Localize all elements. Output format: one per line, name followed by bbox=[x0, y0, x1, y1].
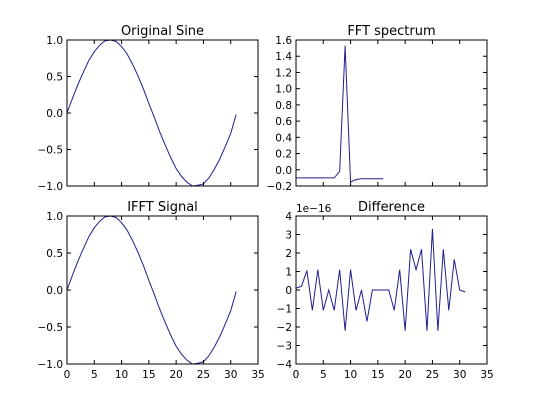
subplot-fft-spectrum: FFT spectrum 1.6 1.4 1.2 1.0 0.8 0.6 0.4 0.2 0.0… bbox=[267, 24, 488, 193]
subplot-ifft-signal: IFFT Signal 0 5 10 15 20 25 30 35 1.0 0.5 0.0 −0.5 −… bbox=[38, 200, 265, 381]
y-tick-label: 1.0 bbox=[46, 211, 63, 223]
x-tick-label: 10 bbox=[344, 369, 357, 381]
axis-offset-label: 1e−16 bbox=[296, 203, 332, 215]
axes-frame bbox=[295, 39, 488, 187]
y-tick-label: −2 bbox=[277, 322, 292, 334]
x-tick-label: 30 bbox=[453, 369, 466, 381]
x-tick-label: 25 bbox=[197, 369, 210, 381]
y-tick-label: 0.5 bbox=[46, 72, 63, 84]
y-tick-label: 0.4 bbox=[275, 132, 292, 144]
chart-title: FFT spectrum bbox=[347, 24, 435, 39]
chart-title: Original Sine bbox=[121, 24, 204, 39]
y-tick-label: −3 bbox=[277, 341, 292, 353]
y-tick-label: −0.2 bbox=[267, 181, 293, 193]
x-tick-label: 35 bbox=[251, 369, 264, 381]
x-tick-label: 20 bbox=[398, 369, 411, 381]
y-tick-label: 0.5 bbox=[46, 248, 63, 260]
y-tick-label: −0.5 bbox=[38, 145, 64, 157]
y-tick-label: 1.6 bbox=[275, 35, 292, 47]
y-tick-label: 1 bbox=[285, 267, 292, 279]
x-tick-label: 20 bbox=[169, 369, 182, 381]
y-tick-label: 0.2 bbox=[275, 149, 292, 161]
y-tick-label: 1.0 bbox=[275, 84, 292, 96]
y-tick-label: 4 bbox=[285, 211, 292, 223]
y-tick-label: −4 bbox=[277, 359, 293, 371]
subplot-original-sine: Original Sine 1.0 0.5 0.0 −0.5 −1.0 bbox=[38, 24, 259, 193]
y-tick-label: 0.6 bbox=[275, 116, 292, 128]
y-tick-label: −1 bbox=[277, 304, 292, 316]
y-tick-label: 1.0 bbox=[46, 35, 63, 47]
series-line bbox=[296, 45, 384, 183]
x-tick-label: 0 bbox=[293, 369, 300, 381]
y-tick-label: 0.8 bbox=[275, 100, 292, 112]
axes-frame bbox=[295, 215, 488, 365]
axes-frame bbox=[66, 215, 259, 365]
x-tick-label: 30 bbox=[224, 369, 237, 381]
x-tick-label: 10 bbox=[115, 369, 128, 381]
x-tick-label: 15 bbox=[142, 369, 155, 381]
y-tick-label: 1.4 bbox=[275, 51, 292, 63]
y-tick-label: 1.2 bbox=[275, 67, 292, 79]
y-tick-label: −1.0 bbox=[38, 359, 64, 371]
y-tick-label: 0.0 bbox=[46, 108, 63, 120]
x-tick-label: 0 bbox=[64, 369, 71, 381]
y-tick-label: −0.5 bbox=[38, 322, 64, 334]
x-tick-label: 5 bbox=[320, 369, 327, 381]
y-tick-label: 0 bbox=[285, 285, 292, 297]
y-tick-label: 2 bbox=[285, 248, 292, 260]
y-tick-label: 0.0 bbox=[275, 165, 292, 177]
x-tick-label: 25 bbox=[426, 369, 439, 381]
x-tick-label: 35 bbox=[480, 369, 493, 381]
axes-frame bbox=[66, 39, 259, 187]
subplot-difference: Difference 1e−16 0 5 10 15 20 25 30 3543210−1−2… bbox=[277, 200, 494, 381]
chart-title: Difference bbox=[358, 200, 425, 215]
x-tick-label: 5 bbox=[91, 369, 98, 381]
x-tick-label: 15 bbox=[371, 369, 384, 381]
series-line bbox=[295, 228, 466, 331]
chart-title: IFFT Signal bbox=[127, 200, 198, 215]
series-line bbox=[66, 39, 237, 187]
y-tick-label: 0.0 bbox=[46, 285, 63, 297]
y-tick-label: 3 bbox=[285, 230, 292, 242]
y-tick-label: −1.0 bbox=[38, 181, 64, 193]
series-line bbox=[66, 215, 237, 365]
